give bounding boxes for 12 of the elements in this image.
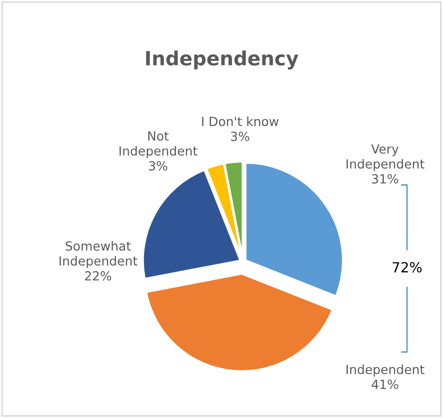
slice-label: Independent	[346, 364, 424, 377]
data-label: 3%	[149, 161, 168, 171]
data-label: 31%	[372, 174, 398, 184]
data-label: 3%	[231, 132, 250, 142]
slice-label: Very Independent	[346, 144, 424, 172]
chart-title: Independency	[146, 50, 298, 70]
slice-label: Not Independent	[120, 131, 198, 158]
slice-label: I Don't know	[202, 116, 279, 126]
data-label: 22%	[85, 271, 112, 281]
text: 72%	[392, 262, 422, 273]
data-label: 41%	[372, 380, 398, 390]
slice-label: Somewhat Independent	[60, 241, 138, 268]
